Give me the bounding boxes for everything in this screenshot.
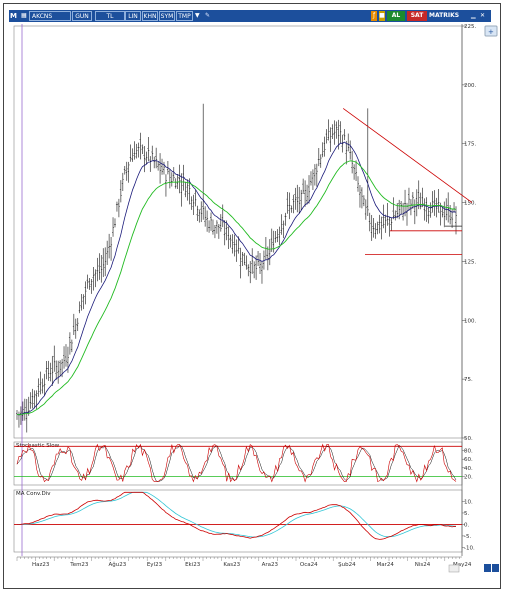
macd-tick-label: 0. <box>464 522 469 528</box>
macd-tick-label: -5. <box>464 534 471 540</box>
time-label: Mar24 <box>376 562 394 568</box>
resistance-trendline <box>342 108 473 203</box>
macd-signal-line <box>17 491 457 538</box>
scroll-right-button <box>492 564 499 572</box>
stochastic-k-line <box>16 443 457 483</box>
stochastic-tick-label: 40. <box>464 466 473 472</box>
symbol-field[interactable]: AKCNS <box>29 11 71 21</box>
tool-sym[interactable]: SYM <box>159 11 175 21</box>
price-tick-label: 50. <box>464 436 473 442</box>
scroll-left-button <box>484 564 491 572</box>
tool-khn[interactable]: KHN <box>142 11 158 21</box>
time-label: Ağu23 <box>109 561 127 568</box>
side-panel-plus-label: + <box>488 28 494 36</box>
price-tick-label: 225. <box>464 24 476 30</box>
macd-tick-label: 10. <box>464 499 473 505</box>
flash-icon[interactable]: ƒ <box>371 11 377 21</box>
macd-title: MA Conv.Div <box>16 491 51 497</box>
close-icon[interactable]: ✕ <box>480 12 486 19</box>
panel-border-1 <box>13 25 463 439</box>
matriks-label: MATRIKS <box>429 12 460 19</box>
time-label: Tem23 <box>69 562 89 568</box>
currency-selector[interactable]: TL <box>95 11 125 21</box>
slow-ma-line <box>17 160 457 416</box>
price-tick-label: 150. <box>464 201 476 207</box>
time-label: Oca24 <box>300 562 318 568</box>
lock-icon[interactable]: ■ <box>379 11 385 21</box>
price-tick-label: 175. <box>464 142 476 148</box>
side-panel-button <box>484 25 498 37</box>
price-tick-label: 75. <box>464 377 473 383</box>
chart-toolbar: M ▦ AKCNS GUN TL LIN KHN SYM TMP ▼ ✎ ƒ ■… <box>9 10 491 22</box>
buy-button[interactable]: AL <box>387 11 405 21</box>
window-frame <box>3 3 501 589</box>
tool-lin[interactable]: LIN <box>125 11 141 21</box>
price-tick-label: 125. <box>464 259 476 265</box>
price-tick-label: 200. <box>464 83 476 89</box>
time-label: Şub24 <box>338 562 356 568</box>
draw-tool-icon[interactable]: ✎ <box>205 12 211 19</box>
period-selector[interactable]: GUN <box>72 11 92 21</box>
stochastic-tick-label: 80. <box>464 449 473 455</box>
stochastic-tick-label: 60. <box>464 457 473 463</box>
menu-button[interactable]: M <box>10 12 17 20</box>
time-label: Haz23 <box>32 562 50 568</box>
time-label: May24 <box>453 562 472 568</box>
fast-ma-line <box>16 141 457 416</box>
scroll-thumb <box>448 564 460 573</box>
time-label: Eyl23 <box>147 562 163 568</box>
time-label: Nis24 <box>415 562 431 568</box>
panel-border-3 <box>13 489 463 553</box>
symbol-grid-icon: ▦ <box>21 12 27 19</box>
price-tick-label: 100. <box>464 318 476 324</box>
time-label: Eki23 <box>185 562 201 568</box>
tool-tmp[interactable]: TMP <box>176 11 193 21</box>
time-label: Kas23 <box>223 562 240 568</box>
minimize-icon[interactable]: ▁ <box>471 12 476 19</box>
stochastic-tick-label: 20. <box>464 474 473 480</box>
macd-line <box>16 491 457 540</box>
sell-button[interactable]: SAT <box>407 11 427 21</box>
macd-tick-label: 5. <box>464 511 469 517</box>
time-label: Ara23 <box>262 562 279 568</box>
tool-dropdown-icon[interactable]: ▼ <box>195 12 200 19</box>
macd-tick-label: -10. <box>464 545 475 551</box>
